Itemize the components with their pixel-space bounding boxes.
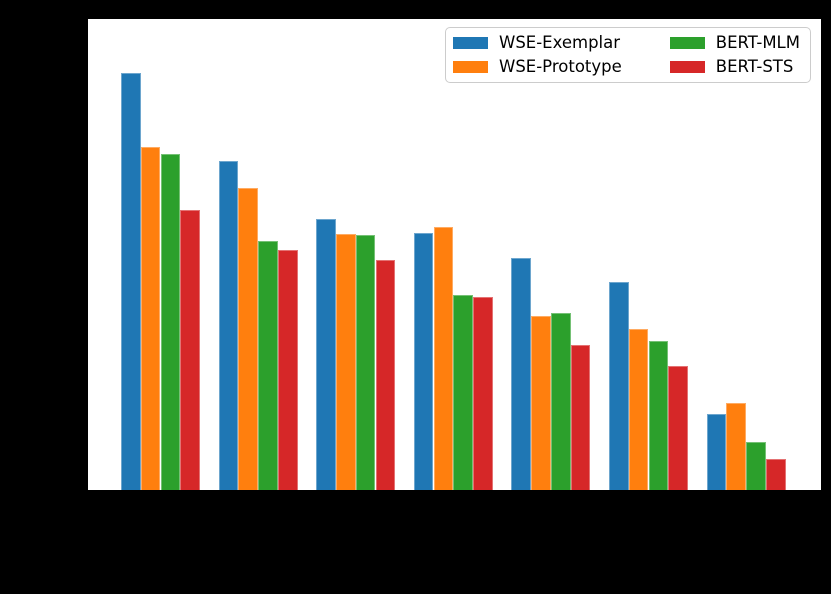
legend-label-bert-sts: BERT-STS <box>715 56 794 76</box>
bar-wse-exemplar-group7 <box>706 414 727 492</box>
bar-wse-exemplar-group3 <box>316 219 336 492</box>
bar-wse-exemplar-group1 <box>120 72 141 492</box>
bar-wse-exemplar-group6 <box>608 282 629 492</box>
bar-bert-mlm-group1 <box>160 153 181 492</box>
bar-wse-prototype-group6 <box>628 328 649 492</box>
bar-wse-exemplar-group5 <box>511 257 532 492</box>
bar-bert-sts-group3 <box>375 259 396 492</box>
bar-bert-sts-group4 <box>473 297 493 492</box>
legend-swatch-wse-exemplar <box>453 37 488 50</box>
legend-item-bert-mlm: BERT-MLM <box>669 32 800 53</box>
legend-item-wse-exemplar: WSE-Exemplar <box>453 32 670 53</box>
y-axis-spine <box>87 19 88 492</box>
legend-label-bert-mlm: BERT-MLM <box>715 32 800 52</box>
legend: WSE-Exemplar WSE-Prototype BERT-MLM BERT-S… <box>445 27 811 83</box>
bar-wse-prototype-group4 <box>433 227 454 492</box>
bar-wse-prototype-group7 <box>726 403 747 492</box>
bar-wse-exemplar-group2 <box>218 160 239 492</box>
bar-wse-prototype-group2 <box>238 187 259 492</box>
bar-bert-mlm-group2 <box>258 240 278 492</box>
bar-bert-mlm-group5 <box>550 313 571 492</box>
x-axis-spine <box>87 490 821 492</box>
bar-bert-sts-group7 <box>765 458 786 492</box>
legend-label-wse-exemplar: WSE-Exemplar <box>499 32 621 52</box>
bar-bert-mlm-group7 <box>746 441 766 492</box>
bar-bert-sts-group6 <box>668 366 689 492</box>
bar-wse-exemplar-group4 <box>413 232 434 492</box>
bar-bert-sts-group5 <box>570 344 591 492</box>
bar-wse-prototype-group5 <box>531 316 551 492</box>
legend-label-wse-prototype: WSE-Prototype <box>499 56 622 76</box>
legend-item-wse-prototype: WSE-Prototype <box>453 56 670 77</box>
bar-bert-mlm-group3 <box>355 235 376 492</box>
legend-swatch-bert-mlm <box>669 37 705 50</box>
bar-bert-mlm-group6 <box>648 341 669 492</box>
plot-area: WSE-Exemplar WSE-Prototype BERT-MLM BERT-S… <box>87 19 821 492</box>
legend-column-1: WSE-Exemplar WSE-Prototype <box>453 32 670 77</box>
legend-item-bert-sts: BERT-STS <box>669 56 800 77</box>
bar-bert-sts-group1 <box>180 210 201 492</box>
bar-bert-sts-group2 <box>277 249 298 492</box>
legend-swatch-bert-sts <box>669 60 705 73</box>
bar-wse-prototype-group3 <box>335 234 356 492</box>
bar-bert-mlm-group4 <box>453 295 474 492</box>
bars-layer <box>87 19 821 492</box>
bar-wse-prototype-group1 <box>140 147 161 492</box>
legend-column-2: BERT-MLM BERT-STS <box>669 32 800 77</box>
legend-swatch-wse-prototype <box>453 60 488 73</box>
